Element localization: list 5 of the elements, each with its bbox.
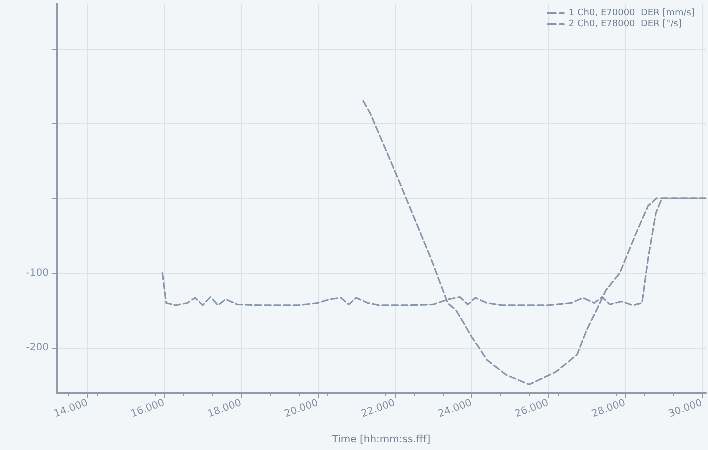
- legend-label: 2 Ch0, E78000 DER [°/s]: [568, 20, 682, 30]
- y-tick-label: -200: [26, 342, 49, 354]
- legend-label: 1 Ch0, E70000 DER [mm/s]: [568, 8, 696, 18]
- x-axis-title: Time [hh:mm:ss.fff]: [331, 434, 431, 446]
- y-tick-label: -100: [26, 268, 49, 279]
